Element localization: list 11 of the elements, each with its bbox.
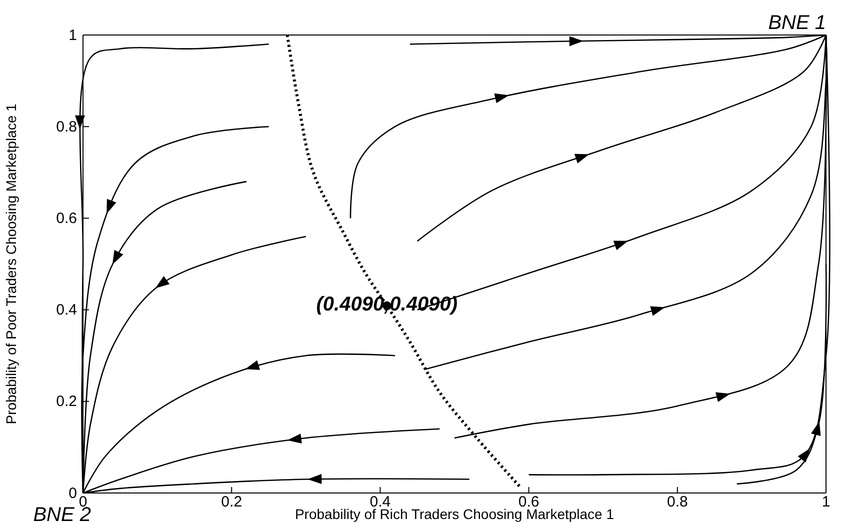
annotation: BNE 1 [768,12,826,34]
x-axis-title: Probability of Rich Traders Choosing Marketplace 1 [294,506,614,522]
x-tick-label: 1 [822,494,830,511]
y-axis-title: Probability of Poor Traders Choosing Marketplace 1 [3,103,19,424]
y-tick-label: 0.8 [56,118,77,136]
y-tick-label: 0.4 [56,302,77,319]
x-tick-label: 0.2 [221,494,242,511]
x-tick-label: 0.8 [666,494,688,511]
y-tick-label: 0.2 [56,393,77,410]
y-tick-label: 1 [68,26,77,44]
y-tick-label: 0.6 [56,210,77,227]
